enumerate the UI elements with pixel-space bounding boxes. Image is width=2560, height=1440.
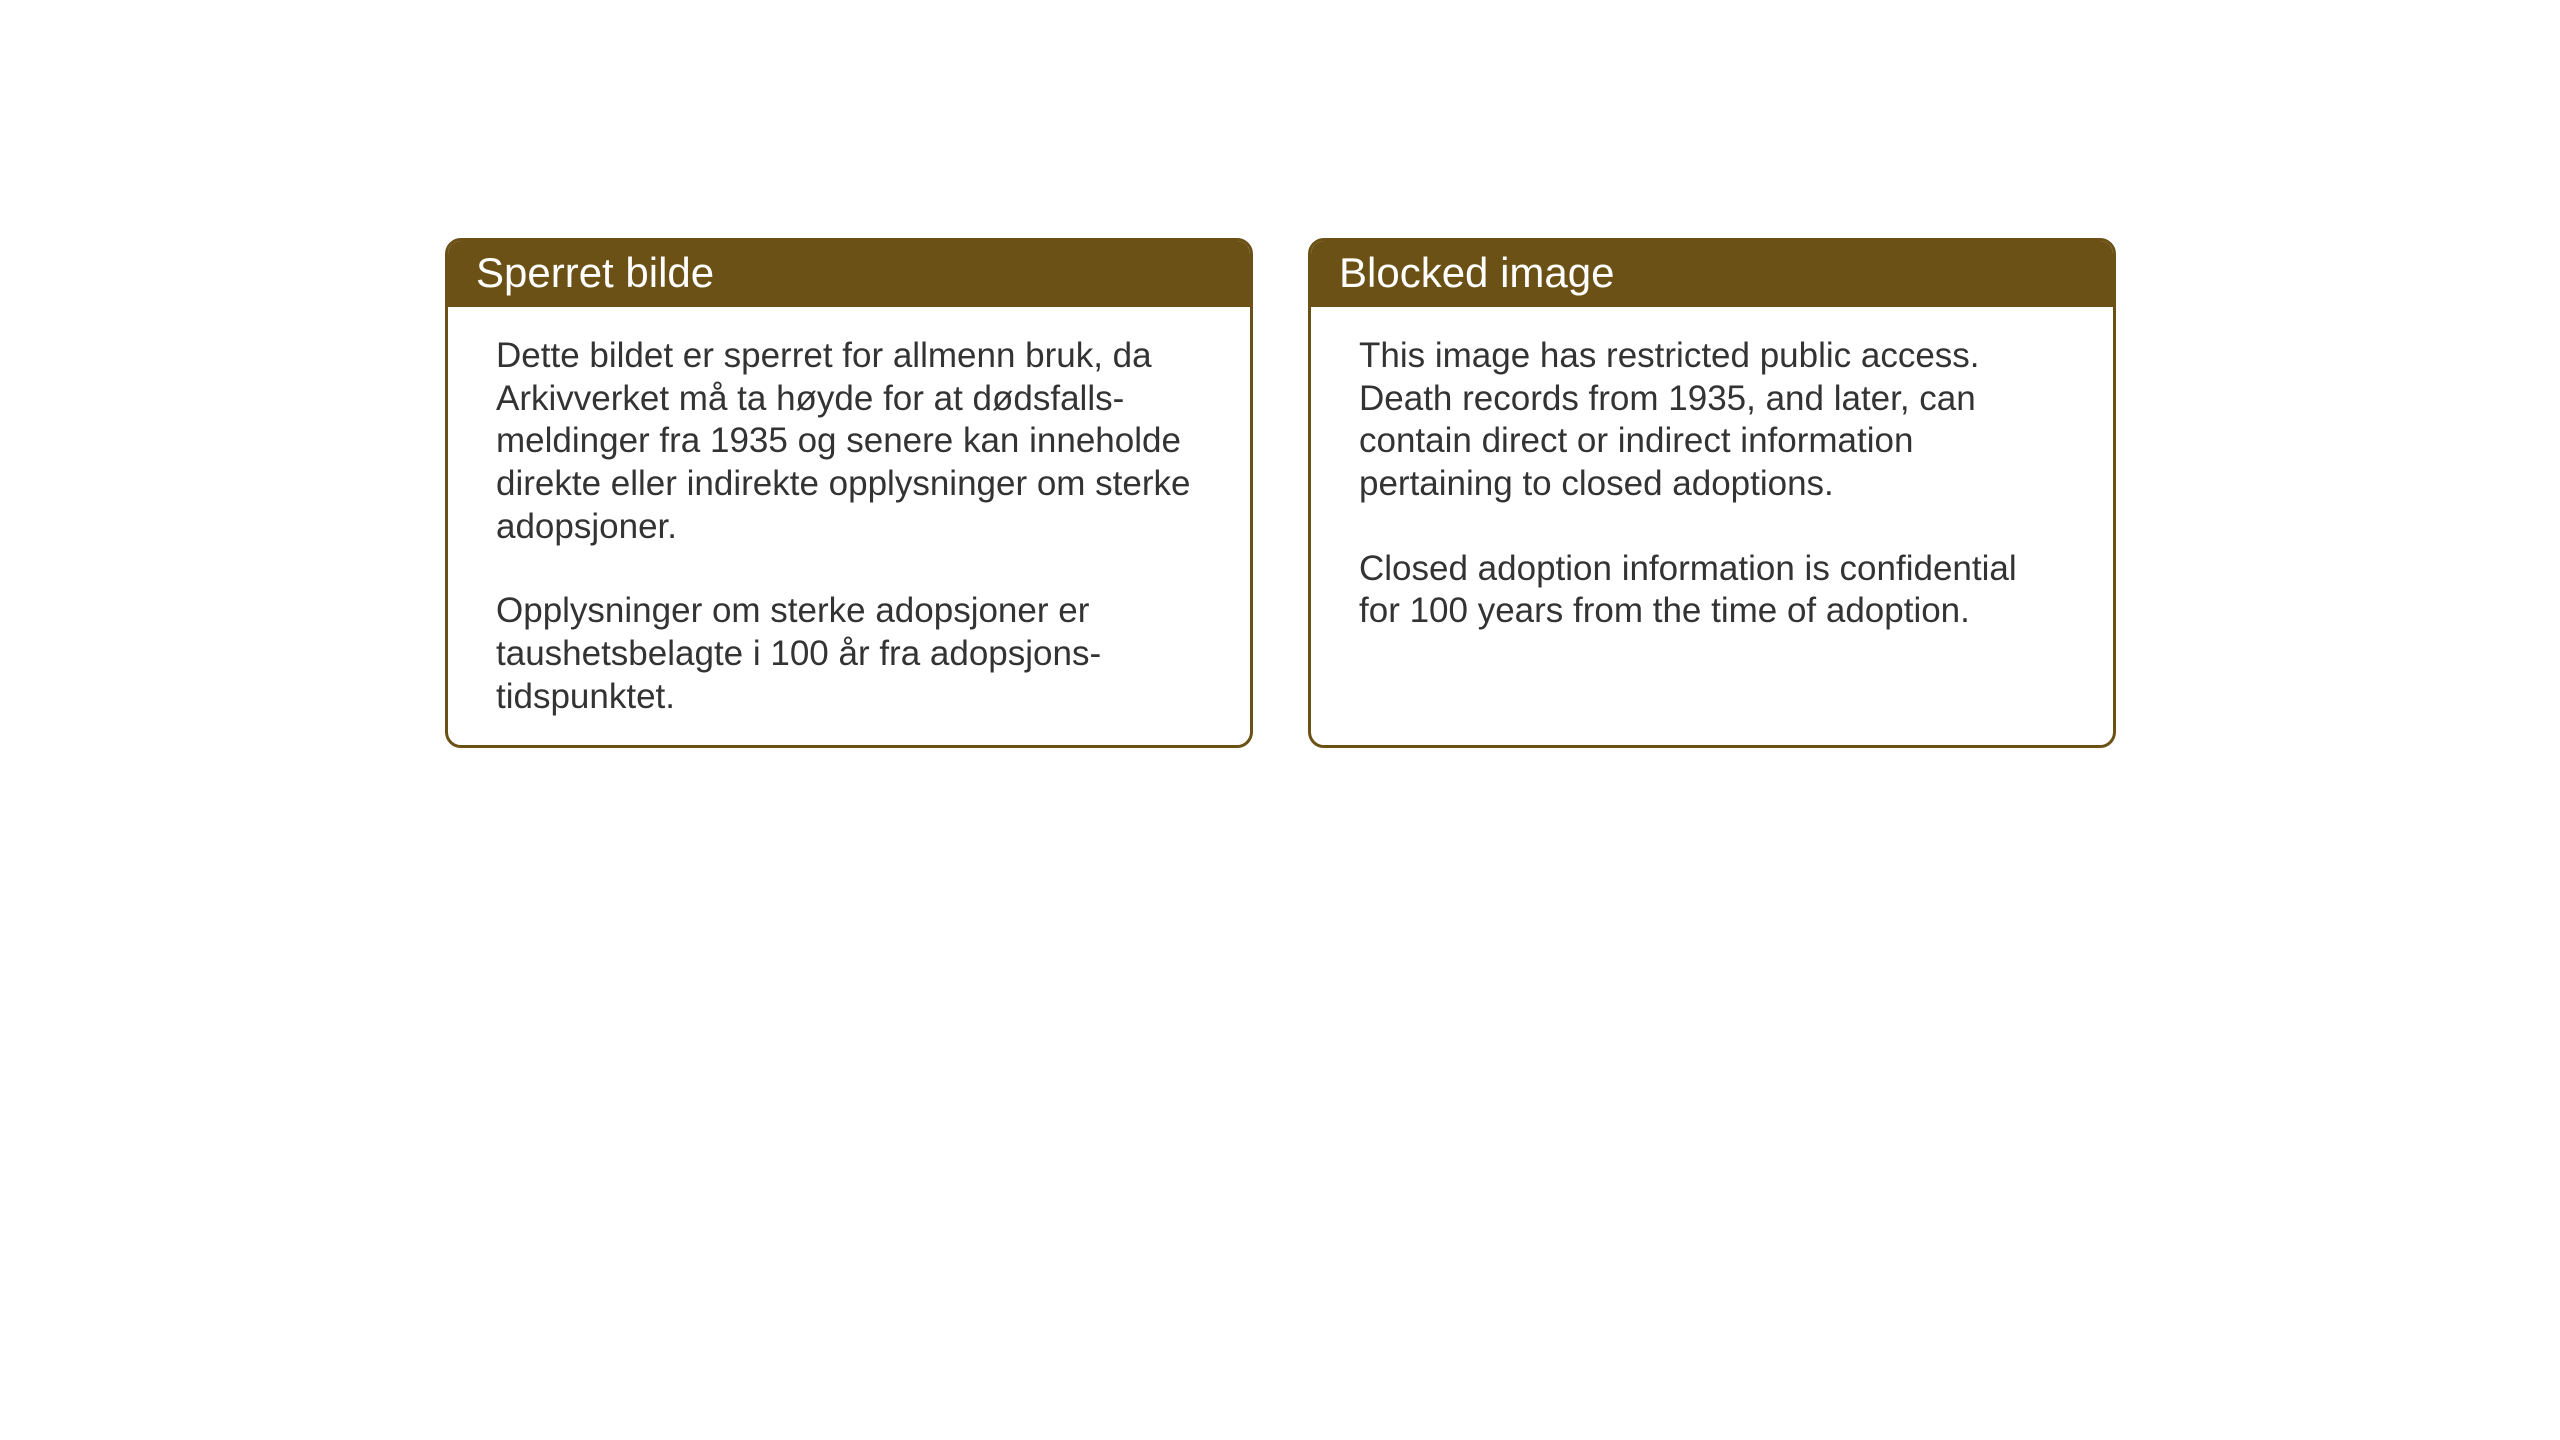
card-header-norwegian: Sperret bilde bbox=[448, 241, 1250, 307]
card-paragraph: Closed adoption information is confident… bbox=[1359, 548, 2065, 633]
card-title: Blocked image bbox=[1339, 249, 1614, 296]
card-paragraph: This image has restricted public access.… bbox=[1359, 335, 2065, 506]
card-body-english: This image has restricted public access.… bbox=[1311, 307, 2113, 671]
notice-card-norwegian: Sperret bilde Dette bildet er sperret fo… bbox=[445, 238, 1253, 748]
card-body-norwegian: Dette bildet er sperret for allmenn bruk… bbox=[448, 307, 1250, 748]
card-paragraph: Dette bildet er sperret for allmenn bruk… bbox=[496, 335, 1202, 548]
card-title: Sperret bilde bbox=[476, 249, 714, 296]
card-paragraph: Opplysninger om sterke adopsjoner er tau… bbox=[496, 590, 1202, 718]
notice-cards-container: Sperret bilde Dette bildet er sperret fo… bbox=[445, 238, 2116, 748]
card-header-english: Blocked image bbox=[1311, 241, 2113, 307]
notice-card-english: Blocked image This image has restricted … bbox=[1308, 238, 2116, 748]
